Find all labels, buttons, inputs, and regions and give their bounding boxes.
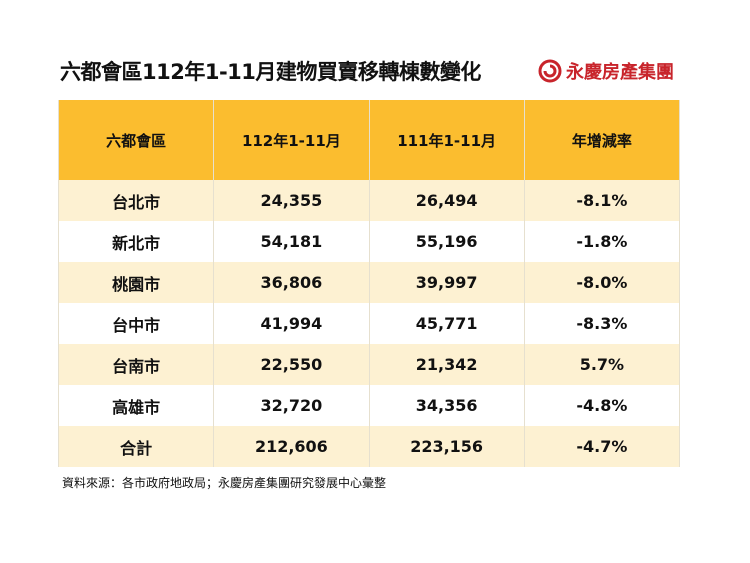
table-cell: 台北市: [57, 180, 215, 221]
header-row: 六都會區 112年1-11月 111年1-11月 年增減率: [57, 100, 681, 180]
table-cell: 21,342: [368, 344, 525, 385]
title: 六都會區112年1-11月建物買賣移轉棟數變化: [60, 60, 481, 84]
table-cell: 24,355: [213, 180, 370, 221]
table-cell: 5.7%: [523, 344, 681, 385]
table-cell: -4.8%: [523, 385, 681, 426]
table-cell: 34,356: [368, 385, 525, 426]
table-row: 桃園市 36,806 39,997 -8.0%: [57, 262, 681, 303]
table-cell: -1.8%: [523, 221, 681, 262]
table-cell: 22,550: [213, 344, 370, 385]
table-cell: 41,994: [213, 303, 370, 344]
table-row: 台北市 24,355 26,494 -8.1%: [57, 180, 681, 221]
column-header: 年增減率: [523, 100, 681, 180]
table-cell: -8.0%: [523, 262, 681, 303]
table-row: 高雄市 32,720 34,356 -4.8%: [57, 385, 681, 426]
table-cell: 26,494: [368, 180, 525, 221]
brand-logo: 永慶房產集團: [538, 58, 674, 84]
table-cell: 新北市: [57, 221, 215, 262]
column-header: 六都會區: [57, 100, 215, 180]
source-note: 資料來源：各市政府地政局；永慶房產集團研究發展中心彙整: [62, 476, 387, 490]
table-cell: 合計: [57, 426, 215, 467]
data-table: 六都會區 112年1-11月 111年1-11月 年增減率 台北市 24,355 26,49…: [57, 100, 681, 467]
table-cell: 223,156: [368, 426, 525, 467]
table-cell: 45,771: [368, 303, 525, 344]
column-header: 112年1-11月: [213, 100, 370, 180]
table-cell: -8.3%: [523, 303, 681, 344]
table-cell: 台中市: [57, 303, 215, 344]
table-cell: 桃園市: [57, 262, 215, 303]
table-cell: 32,720: [213, 385, 370, 426]
table-row: 台南市 22,550 21,342 5.7%: [57, 344, 681, 385]
table-cell: -8.1%: [523, 180, 681, 221]
table-cell: 36,806: [213, 262, 370, 303]
table-cell: 台南市: [57, 344, 215, 385]
table-row: 新北市 54,181 55,196 -1.8%: [57, 221, 681, 262]
table-row: 台中市 41,994 45,771 -8.3%: [57, 303, 681, 344]
brand-name: 永慶房產集團: [566, 62, 674, 83]
table-row: 合計 212,606 223,156 -4.7%: [57, 426, 681, 467]
table-cell: 212,606: [213, 426, 370, 467]
table-cell: 55,196: [368, 221, 525, 262]
table-cell: 54,181: [213, 221, 370, 262]
column-header: 111年1-11月: [368, 100, 525, 180]
brand-icon: [538, 59, 562, 83]
table-cell: -4.7%: [523, 426, 681, 467]
table-cell: 39,997: [368, 262, 525, 303]
table-cell: 高雄市: [57, 385, 215, 426]
